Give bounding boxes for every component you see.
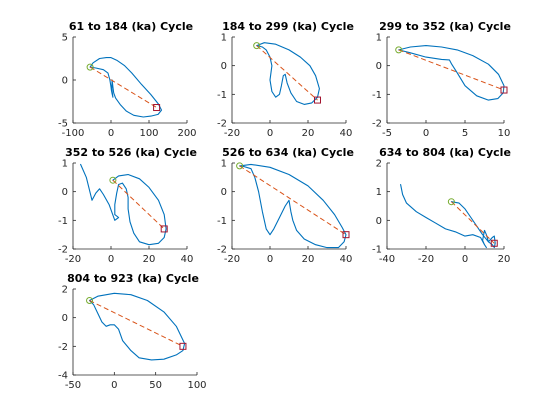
y-tick-label: -1: [217, 216, 227, 227]
x-tick-label: 0: [462, 254, 468, 265]
x-tick-label: 0: [267, 128, 273, 139]
x-tick-label: 40: [340, 128, 353, 139]
y-tick-label: 1: [221, 33, 227, 44]
trend-line: [239, 165, 347, 236]
trend-line: [89, 66, 157, 108]
y-tick-label: 1: [376, 187, 382, 198]
chart-panel-2: 184 to 299 (ka) Cycle -20 0 20 40 -2 -1 0 1: [217, 20, 354, 139]
chart-panel-1: 61 to 184 (ka) Cycle -100 0 100 200 -5 0 5: [58, 20, 197, 139]
chart-title: 634 to 804 (ka) Cycle: [379, 146, 511, 159]
y-tick-label: 0: [62, 187, 68, 198]
x-tick-label: 200: [177, 128, 196, 139]
y-tick-label: 1: [376, 33, 382, 44]
chart-title: 184 to 299 (ka) Cycle: [222, 20, 354, 33]
start-marker: [86, 63, 94, 71]
y-tick-label: 0: [376, 61, 382, 72]
end-marker: [160, 225, 168, 233]
x-tick-label: 0: [111, 380, 117, 391]
x-tick-label: -40: [379, 254, 395, 265]
y-tick-label: 2: [376, 159, 382, 170]
end-marker: [153, 104, 161, 112]
y-tick-label: -1: [372, 245, 382, 256]
chart-panel-6: 634 to 804 (ka) Cycle -40 -20 0 20 -1 0 1 2: [372, 146, 511, 265]
x-tick-label: 5: [462, 128, 468, 139]
y-tick-label: 2: [62, 285, 68, 296]
x-tick-label: -100: [62, 128, 85, 139]
y-tick-label: 0: [221, 61, 227, 72]
chart-panel-4: 352 to 526 (ka) Cycle -20 0 20 40 -2 -1 0 1: [58, 146, 197, 265]
x-tick-label: 0: [108, 128, 114, 139]
x-tick-label: 0: [267, 254, 273, 265]
chart-title: 352 to 526 (ka) Cycle: [65, 146, 197, 159]
y-tick-label: -5: [58, 119, 68, 130]
end-marker: [490, 239, 498, 247]
x-tick-label: -20: [224, 128, 240, 139]
y-tick-label: -2: [372, 119, 382, 130]
x-tick-label: 100: [139, 128, 158, 139]
start-marker: [447, 198, 455, 206]
y-tick-label: 0: [376, 216, 382, 227]
end-marker: [500, 86, 508, 94]
y-tick-label: -2: [217, 119, 227, 130]
trajectory-line: [89, 57, 163, 118]
trend-line: [256, 45, 318, 101]
chart-title: 61 to 184 (ka) Cycle: [69, 20, 193, 33]
trajectory-line: [400, 183, 496, 249]
x-tick-label: 20: [143, 254, 156, 265]
y-tick-label: -1: [217, 90, 227, 101]
trajectory-line: [239, 163, 347, 249]
start-marker: [109, 176, 117, 184]
y-tick-label: 0: [62, 76, 68, 87]
y-tick-label: -4: [58, 371, 68, 382]
y-tick-label: -2: [217, 245, 227, 256]
x-tick-label: 20: [302, 254, 315, 265]
y-tick-label: 1: [221, 159, 227, 170]
trajectory-line: [80, 163, 167, 246]
x-tick-label: 40: [340, 254, 353, 265]
chart-panel-7: 804 to 923 (ka) Cycle -50 0 50 100 -4 -2 0 2: [58, 272, 207, 391]
y-tick-label: 0: [62, 313, 68, 324]
trajectory-line: [398, 45, 505, 101]
chart-panel-5: 526 to 634 (ka) Cycle -20 0 20 40 -2 -1 0 1: [217, 146, 354, 265]
y-tick-label: -1: [372, 90, 382, 101]
start-marker: [236, 162, 244, 170]
trend-line: [89, 300, 184, 347]
x-tick-label: -20: [418, 254, 434, 265]
trajectory-line: [256, 42, 320, 105]
y-tick-label: 5: [62, 33, 68, 44]
y-tick-label: 1: [62, 159, 68, 170]
x-tick-label: 50: [149, 380, 162, 391]
x-tick-label: 40: [181, 254, 194, 265]
y-tick-label: -1: [58, 216, 68, 227]
x-tick-label: 100: [187, 380, 206, 391]
y-tick-label: 0: [221, 187, 227, 198]
x-tick-label: 20: [302, 128, 315, 139]
start-marker: [253, 42, 261, 50]
x-tick-label: -50: [65, 380, 81, 391]
end-marker: [342, 231, 350, 239]
x-tick-label: 0: [108, 254, 114, 265]
start-marker: [86, 296, 94, 304]
trajectory-line: [88, 292, 186, 361]
chart-title: 526 to 634 (ka) Cycle: [222, 146, 354, 159]
chart-title: 299 to 352 (ka) Cycle: [379, 20, 511, 33]
end-marker: [179, 342, 187, 350]
x-tick-label: 10: [498, 128, 511, 139]
x-tick-label: -5: [382, 128, 392, 139]
chart-title: 804 to 923 (ka) Cycle: [67, 272, 199, 285]
chart-panel-3: 299 to 352 (ka) Cycle -5 0 5 10 -2 -1 0 1: [372, 20, 511, 139]
x-tick-label: -20: [65, 254, 81, 265]
x-tick-label: 20: [498, 254, 511, 265]
x-tick-label: 0: [423, 128, 429, 139]
x-tick-label: -20: [224, 254, 240, 265]
trend-line: [112, 179, 165, 230]
start-marker: [395, 46, 403, 54]
trend-line: [451, 201, 495, 244]
y-tick-label: -2: [58, 245, 68, 256]
y-tick-label: -2: [58, 342, 68, 353]
trend-line: [398, 49, 505, 91]
end-marker: [314, 96, 321, 104]
